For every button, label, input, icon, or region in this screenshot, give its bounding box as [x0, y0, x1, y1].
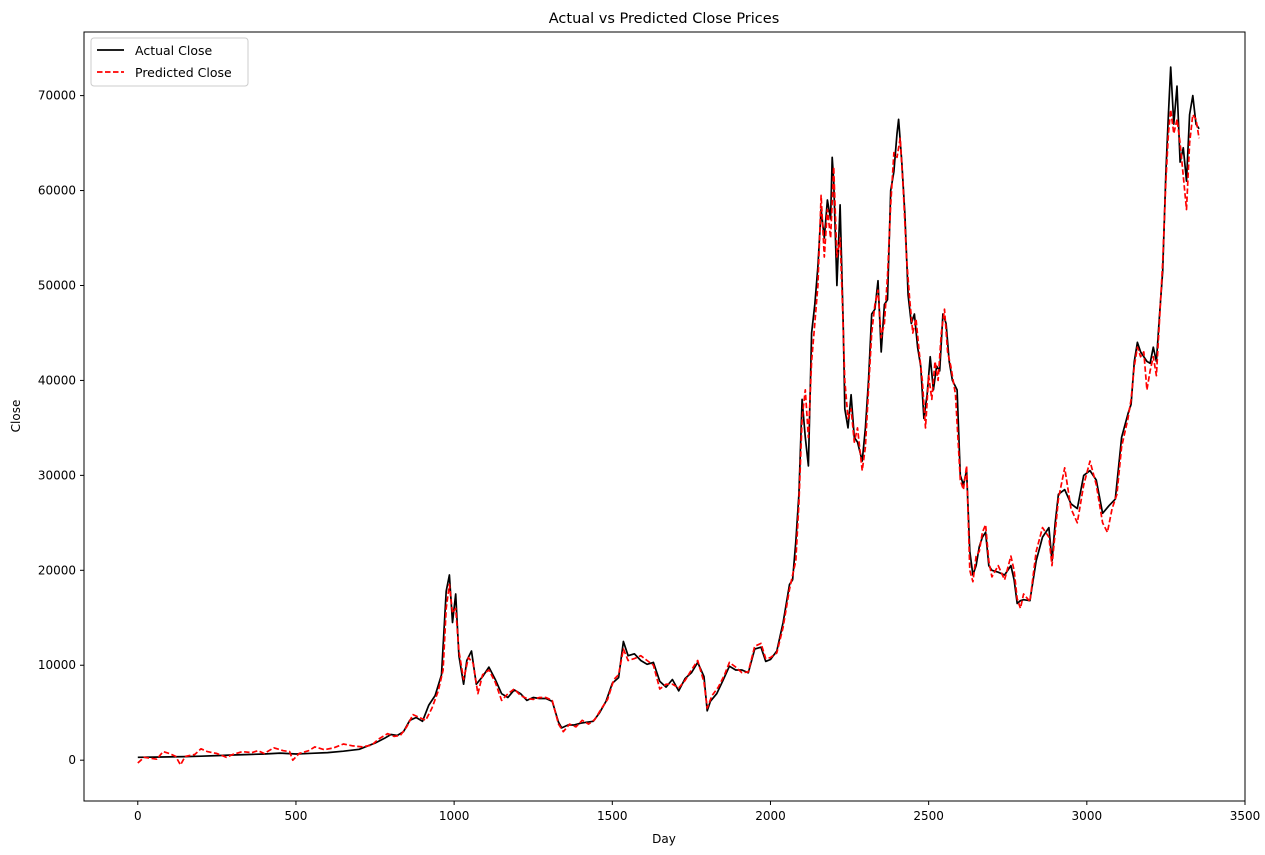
y-tick-label: 0 — [68, 753, 76, 767]
x-axis-ticks: 0 500 1000 1500 2000 2500 3000 3500 — [134, 801, 1260, 823]
y-tick-label: 60000 — [38, 184, 76, 198]
y-tick-label: 40000 — [38, 373, 76, 387]
legend-label-actual: Actual Close — [135, 43, 212, 58]
legend: Actual Close Predicted Close — [90, 37, 249, 87]
x-axis-label: Day — [652, 832, 676, 846]
axes-frame — [83, 31, 1246, 802]
y-tick-label: 30000 — [38, 468, 76, 482]
series-layer — [137, 66, 1200, 766]
plot-area: 0 500 1000 1500 2000 2500 3000 3500 0 10000 20000… — [38, 31, 1260, 823]
chart-title: Actual vs Predicted Close Prices — [549, 11, 780, 27]
y-tick-label: 10000 — [38, 658, 76, 672]
x-tick-label: 3500 — [1230, 809, 1261, 823]
legend-label-predicted: Predicted Close — [135, 65, 232, 80]
x-tick-label: 1500 — [597, 809, 628, 823]
y-axis-label: Close — [9, 400, 23, 433]
x-tick-label: 2500 — [913, 809, 944, 823]
y-tick-label: 20000 — [38, 563, 76, 577]
y-tick-label: 50000 — [38, 278, 76, 292]
legend-box — [90, 37, 249, 87]
series-line-predicted — [137, 108, 1200, 766]
series-line-actual — [137, 66, 1200, 759]
y-tick-label: 70000 — [38, 89, 76, 103]
x-tick-label: 1000 — [439, 809, 470, 823]
x-tick-label: 3000 — [1072, 809, 1103, 823]
x-tick-label: 2000 — [755, 809, 786, 823]
x-tick-label: 500 — [285, 809, 308, 823]
y-axis-ticks: 0 10000 20000 30000 40000 50000 60000 70000 — [38, 89, 84, 767]
x-tick-label: 0 — [134, 809, 142, 823]
